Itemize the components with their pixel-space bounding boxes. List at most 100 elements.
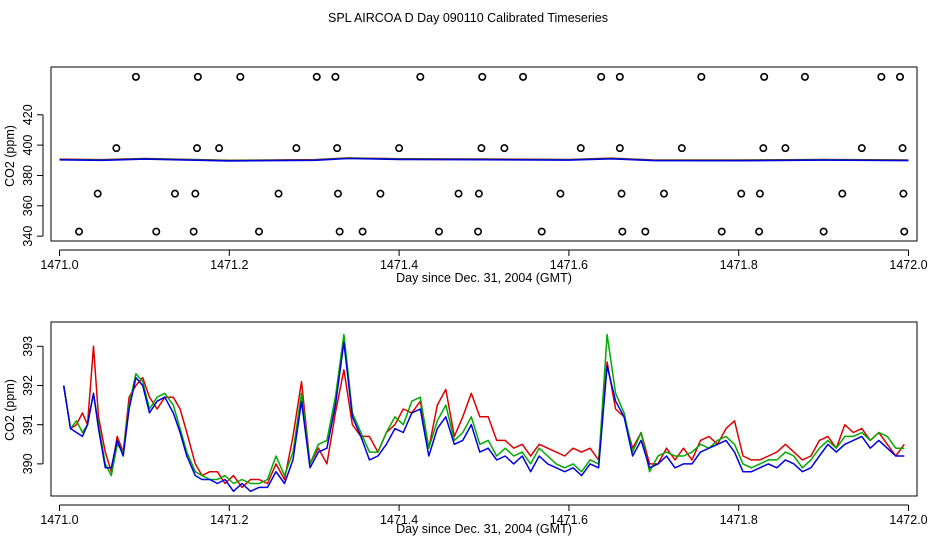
series-line-red <box>62 345 905 489</box>
calibration-point <box>737 189 746 198</box>
calibration-point <box>152 227 161 236</box>
calibration-point <box>454 189 463 198</box>
calibration-point <box>312 72 321 81</box>
calibration-point <box>193 144 202 153</box>
calibration-point <box>755 189 764 198</box>
calibration-point <box>215 144 224 153</box>
lower-x-axis-label: Day since Dec. 31, 2004 (GMT) <box>396 522 572 536</box>
calibration-point <box>576 144 585 153</box>
calibration-point <box>376 189 385 198</box>
lower-x-tick-label: 1471.2 <box>210 513 248 527</box>
lower-x-tick-label: 1471.0 <box>40 513 78 527</box>
chart-title: SPL AIRCOA D Day 090110 Calibrated Times… <box>328 11 608 25</box>
calibration-point <box>416 72 425 81</box>
lower-x-tick-label: 1471.4 <box>380 513 418 527</box>
lower-panel: Day since Dec. 31, 2004 (GMT) CO2 (ppm) … <box>3 321 928 536</box>
upper-panel: Day since Dec. 31, 2004 (GMT) CO2 (ppm) … <box>3 66 928 285</box>
lower-plot-area <box>62 333 905 493</box>
calibration-point <box>333 189 342 198</box>
calibration-point <box>800 72 809 81</box>
lower-y-ticks: 390 391 392 393 <box>21 336 44 474</box>
calibration-point <box>274 189 283 198</box>
calibration-point <box>292 144 301 153</box>
upper-x-axis-label: Day since Dec. 31, 2004 (GMT) <box>396 271 572 285</box>
lower-x-tick-label: 1472.0 <box>889 513 927 527</box>
calibration-point <box>877 72 886 81</box>
upper-y-tick-label: 380 <box>21 165 35 186</box>
upper-y-tick-label: 340 <box>21 226 35 247</box>
calibration-point <box>474 227 483 236</box>
upper-x-tick-label: 1471.6 <box>550 258 588 272</box>
calibration-point <box>615 72 624 81</box>
series-line-green <box>62 333 905 485</box>
calibration-point <box>478 72 487 81</box>
calibration-point <box>333 144 342 153</box>
calibration-point <box>93 189 102 198</box>
calibration-point <box>838 189 847 198</box>
calibration-point <box>615 144 624 153</box>
calibration-point <box>435 227 444 236</box>
lower-y-axis-label: CO2 (ppm) <box>3 379 17 441</box>
calibration-point <box>474 189 483 198</box>
calibration-point <box>900 227 909 236</box>
calibration-point <box>236 72 245 81</box>
calibration-point <box>193 72 202 81</box>
calibration-point <box>898 144 907 153</box>
calibration-point <box>717 227 726 236</box>
calibration-point <box>819 227 828 236</box>
calibration-point <box>857 144 866 153</box>
calibration-point <box>659 189 668 198</box>
calibration-point <box>755 227 764 236</box>
lower-x-tick-label: 1471.6 <box>550 513 588 527</box>
upper-x-tick-label: 1471.2 <box>210 258 248 272</box>
calibration-point <box>597 72 606 81</box>
calibration-point <box>191 189 200 198</box>
calibration-point <box>395 144 404 153</box>
upper-plot-area <box>59 72 909 236</box>
calibration-point <box>75 227 84 236</box>
calibration-point <box>131 72 140 81</box>
calibration-point <box>759 144 768 153</box>
calibration-point <box>617 189 626 198</box>
lower-x-tick-label: 1471.8 <box>720 513 758 527</box>
upper-x-tick-label: 1471.8 <box>720 258 758 272</box>
lower-y-tick-label: 393 <box>21 336 35 357</box>
calibration-point <box>641 227 650 236</box>
upper-y-tick-label: 360 <box>21 195 35 216</box>
calibration-point <box>358 227 367 236</box>
calibration-point <box>477 144 486 153</box>
calibration-point <box>189 227 198 236</box>
upper-y-tick-label: 420 <box>21 104 35 125</box>
calibration-point <box>556 189 565 198</box>
upper-y-ticks: 340 360 380 400 420 <box>21 104 44 247</box>
calibration-point <box>760 72 769 81</box>
series-line-blue <box>62 341 905 493</box>
calibration-point <box>500 144 509 153</box>
upper-x-tick-label: 1471.0 <box>40 258 78 272</box>
upper-x-ticks: 1471.0 1471.2 1471.4 1471.6 1471.8 1472.0 <box>40 249 928 272</box>
upper-baseline-series <box>59 157 909 162</box>
calibration-point <box>537 227 546 236</box>
calibration-point <box>255 227 264 236</box>
calibration-point <box>170 189 179 198</box>
lower-y-tick-label: 391 <box>21 414 35 435</box>
lower-x-ticks: 1471.0 1471.2 1471.4 1471.6 1471.8 1472.0 <box>40 504 928 527</box>
calibration-point <box>618 227 627 236</box>
lower-y-tick-label: 392 <box>21 375 35 396</box>
calibration-point <box>781 144 790 153</box>
calibration-point <box>112 144 121 153</box>
calibration-point <box>677 144 686 153</box>
calibration-point <box>331 72 340 81</box>
lower-y-tick-label: 390 <box>21 453 35 474</box>
upper-x-tick-label: 1471.4 <box>380 258 418 272</box>
upper-y-tick-label: 400 <box>21 135 35 156</box>
calibration-point <box>335 227 344 236</box>
calibration-point <box>519 72 528 81</box>
upper-x-tick-label: 1472.0 <box>889 258 927 272</box>
upper-plot-frame <box>50 66 918 242</box>
calibration-point <box>697 72 706 81</box>
lower-plot-frame <box>50 321 918 497</box>
upper-y-axis-label: CO2 (ppm) <box>3 125 17 187</box>
calibration-point <box>896 72 905 81</box>
